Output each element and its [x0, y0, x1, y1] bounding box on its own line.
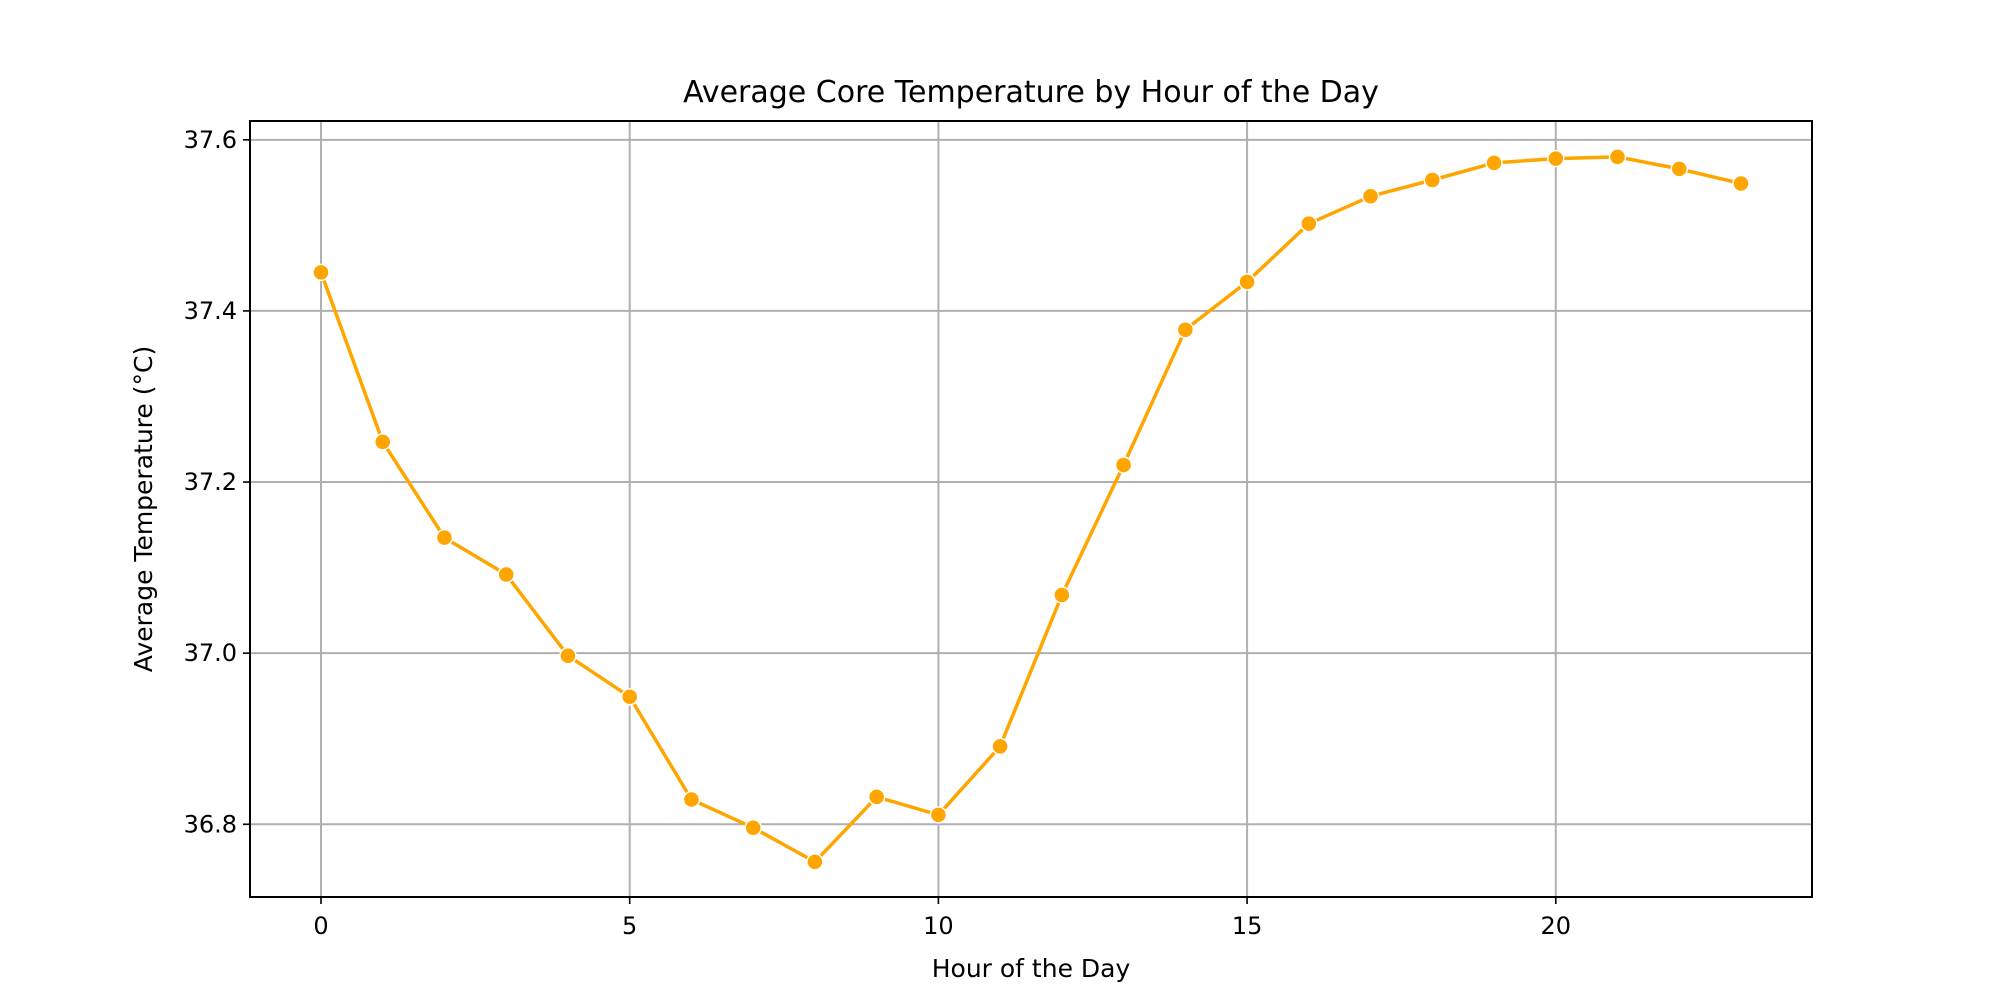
data-point	[312, 263, 330, 282]
data-point	[1238, 273, 1256, 291]
data-point	[1547, 149, 1565, 168]
data-point	[867, 788, 886, 806]
x-tick-label: 20	[1541, 912, 1572, 940]
data-point	[1423, 171, 1442, 189]
data-point	[559, 646, 577, 665]
y-tick-label: 36.8	[184, 810, 237, 838]
data-point	[682, 790, 701, 809]
data-point	[1608, 148, 1627, 166]
data-point	[929, 806, 948, 824]
data-point	[1670, 160, 1689, 178]
data-point	[620, 688, 639, 706]
data-point	[744, 818, 762, 837]
data-point	[1053, 586, 1071, 604]
axis-ticks: 0 5 10 15 20 36.8 37.0 37.2 37.4 37.6	[184, 126, 1571, 940]
data-point	[806, 853, 824, 871]
data-point	[1300, 214, 1318, 233]
plot-frame	[249, 120, 1813, 898]
y-tick-label: 37.6	[184, 126, 237, 154]
grid-lines	[250, 121, 1812, 897]
x-axis-label: Hour of the Day	[932, 954, 1131, 983]
data-point	[1176, 321, 1195, 339]
data-point	[497, 565, 515, 584]
data-point	[435, 528, 454, 547]
series-line	[319, 155, 1743, 864]
x-tick-label: 10	[923, 912, 954, 940]
data-point	[991, 737, 1009, 756]
y-tick-label: 37.2	[184, 468, 237, 496]
data-point	[1361, 187, 1380, 206]
data-point	[1485, 154, 1503, 172]
data-point	[1114, 456, 1133, 474]
x-tick-label: 5	[622, 912, 637, 940]
y-axis-label: Average Temperature (°C)	[129, 346, 158, 672]
x-tick-label: 15	[1232, 912, 1263, 940]
data-point	[373, 433, 392, 451]
series-layer	[312, 148, 1750, 871]
y-tick-label: 37.4	[184, 297, 237, 325]
y-tick-label: 37.0	[184, 639, 237, 667]
data-point	[1732, 174, 1750, 193]
chart-title: Average Core Temperature by Hour of the …	[683, 75, 1379, 110]
x-tick-label: 0	[313, 912, 328, 940]
